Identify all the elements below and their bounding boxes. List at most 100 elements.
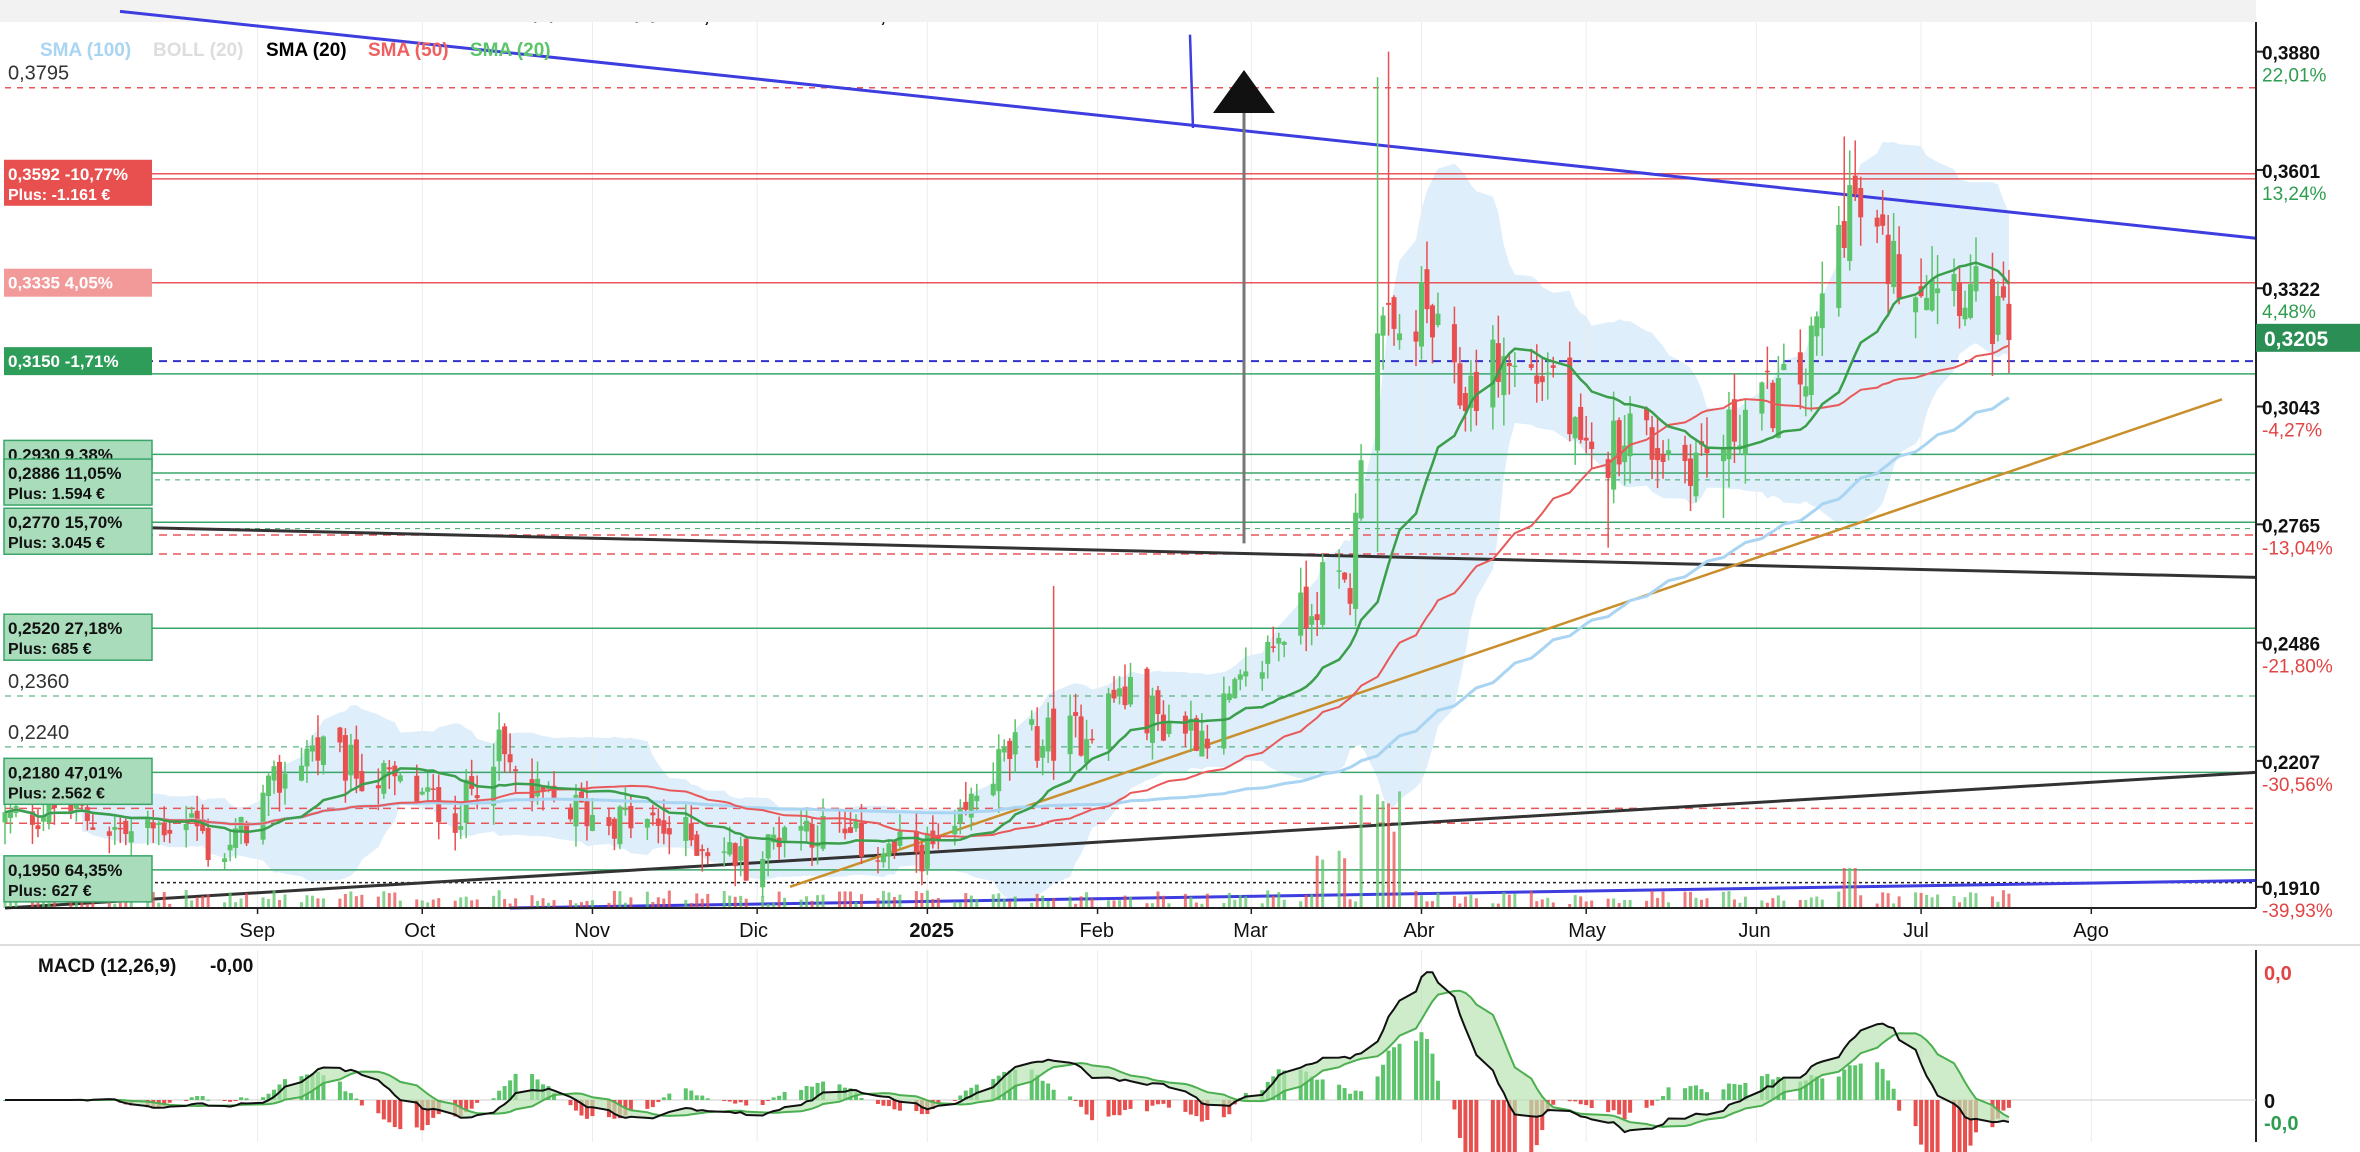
candle[interactable]	[1232, 677, 1238, 699]
candle[interactable]	[1501, 337, 1507, 426]
candle[interactable]	[1852, 140, 1858, 201]
candle[interactable]	[1084, 719, 1090, 770]
candle[interactable]	[771, 827, 777, 850]
candle[interactable]	[194, 795, 200, 841]
candle[interactable]	[117, 816, 123, 844]
candle[interactable]	[1034, 707, 1040, 768]
candle[interactable]	[732, 842, 738, 887]
candle[interactable]	[694, 830, 700, 857]
candle[interactable]	[2000, 261, 2006, 301]
candle[interactable]	[353, 725, 359, 794]
candle[interactable]	[1495, 315, 1501, 398]
candle[interactable]	[1973, 237, 1979, 302]
candle[interactable]	[688, 805, 694, 847]
candle[interactable]	[1583, 415, 1589, 454]
candle[interactable]	[1029, 710, 1035, 731]
candle[interactable]	[963, 781, 969, 816]
candle[interactable]	[1429, 303, 1435, 364]
candle[interactable]	[1380, 306, 1386, 370]
candle[interactable]	[397, 771, 403, 784]
candle[interactable]	[1303, 560, 1309, 652]
candle[interactable]	[1375, 77, 1381, 552]
candle[interactable]	[1726, 391, 1732, 488]
candle[interactable]	[425, 773, 431, 805]
candle[interactable]	[1270, 626, 1276, 653]
candle[interactable]	[842, 810, 848, 840]
candle[interactable]	[161, 806, 167, 843]
candle[interactable]	[1808, 316, 1814, 412]
candle[interactable]	[551, 771, 557, 803]
candle[interactable]	[266, 773, 272, 816]
candle[interactable]	[1276, 632, 1282, 662]
candle[interactable]	[1391, 295, 1397, 346]
candle[interactable]	[1935, 255, 1941, 325]
candle[interactable]	[2, 798, 8, 845]
candle[interactable]	[1342, 572, 1348, 583]
candle[interactable]	[227, 829, 233, 862]
candle[interactable]	[1149, 687, 1155, 760]
candle[interactable]	[507, 733, 513, 774]
candle[interactable]	[743, 835, 749, 881]
candle[interactable]	[1572, 416, 1578, 465]
candle[interactable]	[1347, 573, 1353, 616]
candle[interactable]	[1298, 567, 1304, 645]
candle[interactable]	[1957, 266, 1963, 329]
candle[interactable]	[502, 723, 508, 773]
candle[interactable]	[1418, 266, 1424, 360]
candle[interactable]	[919, 842, 925, 886]
candle[interactable]	[337, 726, 343, 753]
candle[interactable]	[655, 808, 661, 844]
candle[interactable]	[1188, 700, 1194, 753]
candle[interactable]	[1117, 676, 1123, 705]
candle[interactable]	[1506, 352, 1512, 395]
candle[interactable]	[1688, 444, 1694, 511]
candle[interactable]	[1051, 585, 1057, 780]
candle[interactable]	[419, 787, 425, 796]
candle[interactable]	[1660, 440, 1666, 479]
candle[interactable]	[1891, 213, 1897, 294]
candle[interactable]	[1111, 676, 1117, 703]
candle[interactable]	[1655, 418, 1661, 489]
candle[interactable]	[430, 774, 436, 803]
candle[interactable]	[1644, 406, 1650, 436]
candle[interactable]	[760, 851, 766, 898]
candle[interactable]	[1512, 352, 1518, 388]
candle[interactable]	[1007, 738, 1013, 781]
candle[interactable]	[458, 805, 464, 839]
candle[interactable]	[1567, 341, 1573, 442]
candle[interactable]	[535, 761, 541, 805]
candle[interactable]	[1550, 356, 1556, 378]
candle[interactable]	[1880, 190, 1886, 235]
candle[interactable]	[123, 816, 129, 846]
candle[interactable]	[1160, 700, 1166, 742]
candle[interactable]	[271, 760, 277, 794]
candle[interactable]	[1336, 549, 1342, 589]
candle[interactable]	[128, 817, 134, 857]
candle[interactable]	[1128, 662, 1133, 707]
candle[interactable]	[1457, 347, 1463, 410]
candle[interactable]	[348, 733, 354, 791]
candle[interactable]	[1204, 724, 1210, 759]
candle[interactable]	[1462, 386, 1468, 432]
candle[interactable]	[315, 715, 321, 776]
candle[interactable]	[1616, 417, 1622, 477]
candle[interactable]	[1243, 647, 1249, 687]
candle[interactable]	[1122, 664, 1128, 710]
candle[interactable]	[809, 817, 815, 867]
candle[interactable]	[957, 799, 963, 835]
candle[interactable]	[1528, 348, 1534, 371]
candle[interactable]	[436, 774, 442, 840]
candle[interactable]	[106, 826, 112, 854]
candle[interactable]	[891, 839, 897, 860]
candle[interactable]	[1259, 660, 1265, 691]
candle[interactable]	[189, 806, 195, 818]
candle[interactable]	[1819, 261, 1825, 357]
candle[interactable]	[886, 840, 892, 871]
candle[interactable]	[1424, 241, 1430, 324]
candle[interactable]	[1682, 435, 1688, 484]
candle[interactable]	[1589, 422, 1595, 470]
candle[interactable]	[611, 817, 617, 851]
candle[interactable]	[1320, 553, 1326, 630]
candle[interactable]	[304, 739, 310, 783]
candle[interactable]	[1885, 214, 1891, 317]
